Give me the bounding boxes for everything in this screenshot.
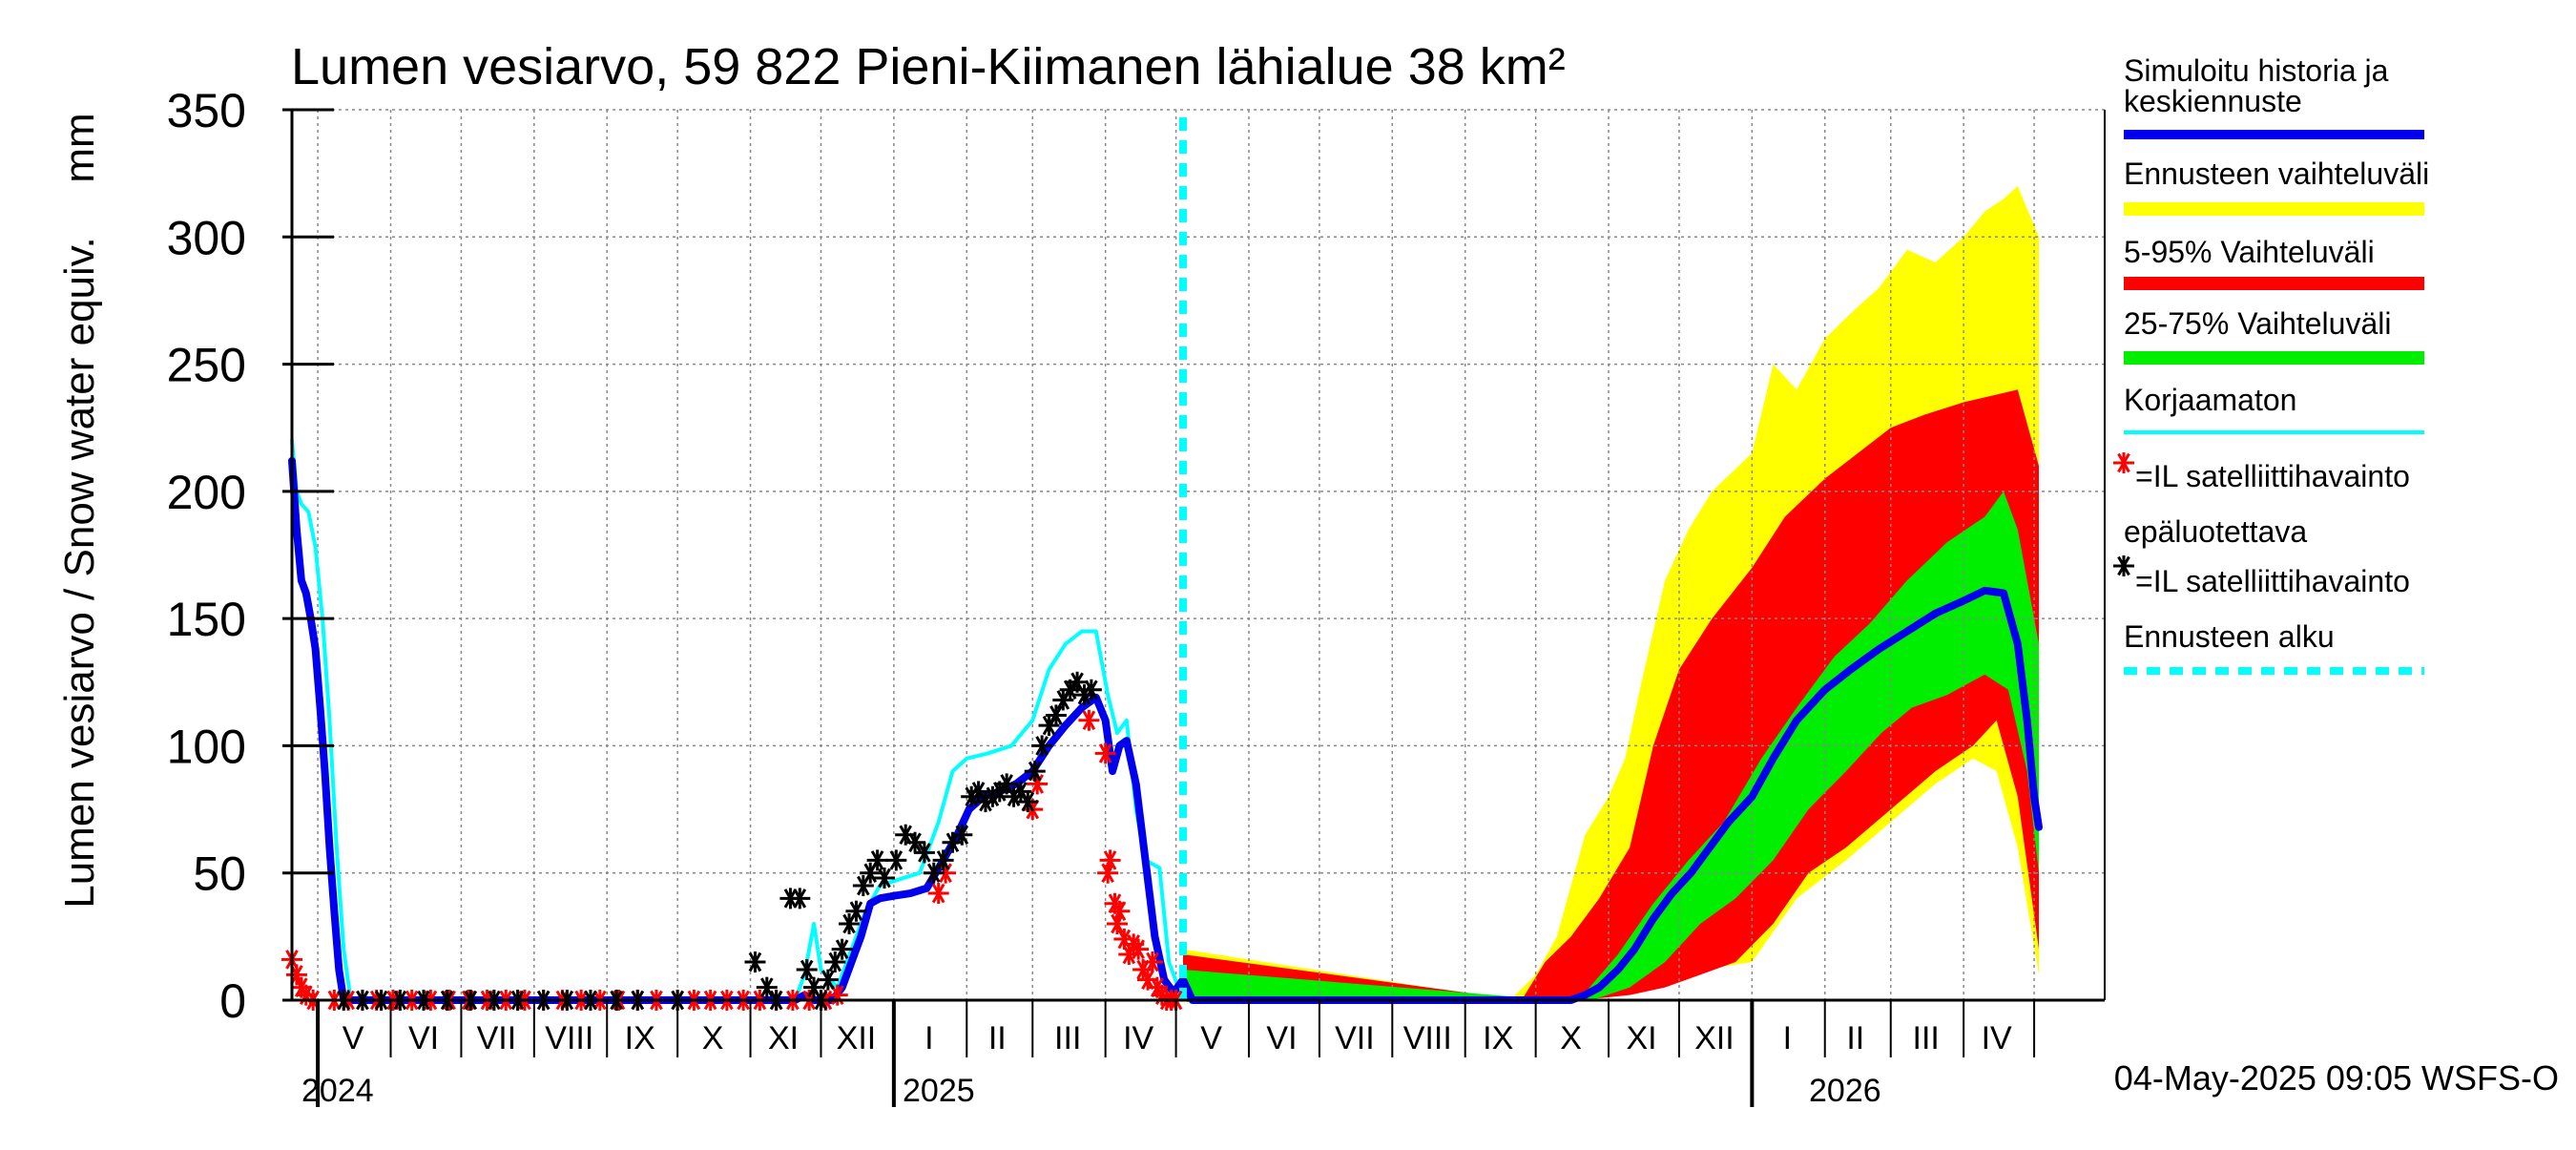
footer-timestamp: 04-May-2025 09:05 WSFS-O [2114,1058,2559,1098]
y-tick-label: 0 [219,974,246,1028]
x-month-label: V [1200,1020,1222,1056]
x-month-label: XI [768,1020,799,1056]
legend-simulated-label-line1: Simuloitu historia ja [2124,53,2389,88]
observation-point [895,824,917,846]
unreliable-observation-point [1106,913,1128,935]
x-month-label: VII [477,1020,517,1056]
x-month-label: XII [837,1020,877,1056]
y-tick-label: 50 [193,847,246,901]
observation-point [1045,704,1067,726]
observation-point [1031,735,1053,757]
legend-range-label: Ennusteen vaihteluväli [2124,157,2429,191]
x-month-label: II [1846,1020,1864,1056]
observation-point [951,824,973,846]
y-tick-label: 250 [167,339,246,392]
x-month-label: II [988,1020,1007,1056]
y-tick-label: 150 [167,593,246,646]
unreliable-observation-point [1141,951,1163,973]
unreliable-observation-point [927,883,949,905]
y-axis-label: Lumen vesiarvo / Snow water equiv. [56,237,103,909]
legend-unreliable-label-line2: epäluotettava [2124,514,2307,549]
unreliable-observation-point [1078,709,1100,731]
x-year-label: 2025 [903,1073,975,1109]
y-tick-label: 200 [167,466,246,519]
legend-25-75-label: 25-75% Vaihteluväli [2124,306,2391,341]
x-month-label: IX [625,1020,655,1056]
x-year-label: 2026 [1809,1073,1881,1109]
observation-point [1017,791,1039,813]
observation-point [1080,679,1102,700]
x-month-label: I [1783,1020,1792,1056]
unreliable-observation-point [1094,742,1116,764]
x-month-label: V [343,1020,364,1056]
legend-observation-label: =IL satelliittihavainto [2135,564,2410,598]
x-month-label: IX [1483,1020,1513,1056]
legend-observation-marker [2113,555,2134,576]
forecast-bands [1182,185,2039,1000]
x-month-label: I [924,1020,933,1056]
legend-unreliable-label-line1: =IL satelliittihavainto [2135,459,2410,493]
observation-point [932,849,954,871]
legend-unreliable-marker [2113,452,2134,473]
observation-point [866,849,888,871]
unreliable-observation-point [1128,938,1150,960]
observation-point [817,969,839,991]
y-axis-unit: mm [56,113,103,182]
y-tick-label: 300 [167,211,246,264]
band-5-95 [1182,389,2039,1000]
x-month-label: IV [1982,1020,2012,1056]
uncorrected-line [290,438,1190,1002]
x-month-label: III [1913,1020,1940,1056]
observation-point [744,951,766,973]
x-month-label: X [1560,1020,1582,1056]
observation-point [789,888,811,910]
x-year-label: 2024 [301,1073,374,1109]
unreliable-observation-point [1099,849,1121,871]
observation-point [923,862,945,884]
x-month-label: X [702,1020,724,1056]
observation-point [904,831,926,853]
observation-point [1024,761,1046,783]
chart-title: Lumen vesiarvo, 59 822 Pieni-Kiimanen lä… [291,38,1566,95]
legend-forecast-start-label: Ennusteen alku [2124,619,2335,654]
x-month-label: XII [1694,1020,1735,1056]
x-month-label: VII [1335,1020,1375,1056]
legend-5-95-label: 5-95% Vaihteluväli [2124,235,2375,269]
x-month-label: IV [1123,1020,1153,1056]
observation-point [913,842,935,864]
legend-simulated-label-line2: keskiennuste [2124,84,2302,118]
observation-point [796,959,818,981]
x-month-label: VIII [1403,1020,1452,1056]
unreliable-observation-point [1109,900,1131,922]
observation-point [874,868,896,889]
x-month-label: III [1054,1020,1081,1056]
x-month-label: VIII [545,1020,593,1056]
observation-point [756,976,778,998]
x-month-label: VI [1266,1020,1297,1056]
x-month-label: XI [1626,1020,1656,1056]
band-25-75 [1182,491,2039,1000]
y-tick-label: 350 [167,84,246,137]
observation-point [1003,785,1025,807]
y-tick-label: 100 [167,720,246,773]
observation-point [845,900,867,922]
observation-point [942,831,964,853]
x-month-label: VI [408,1020,439,1056]
observation-point [831,938,853,960]
legend-uncorrected-label: Korjaamaton [2124,383,2296,417]
observation-point [885,849,907,871]
